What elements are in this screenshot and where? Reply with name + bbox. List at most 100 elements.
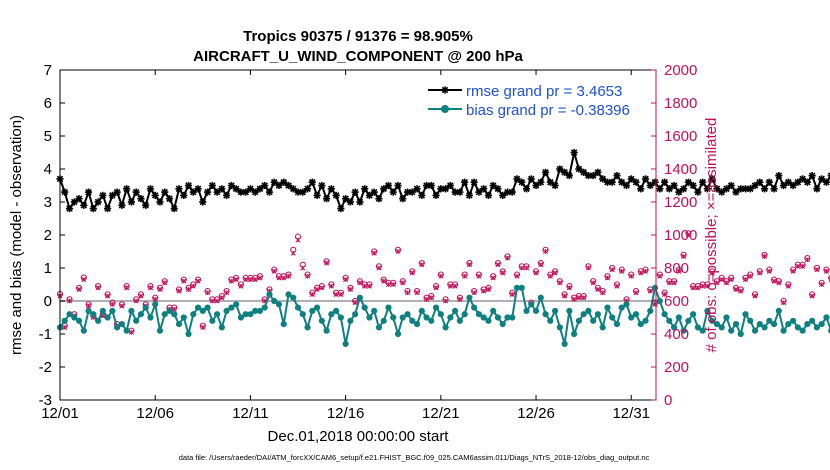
assimilated-obs-point <box>362 283 368 289</box>
rmse-point <box>456 188 464 196</box>
assimilated-obs-point <box>443 298 449 304</box>
right-y-tick-label: 1800 <box>664 95 697 112</box>
assimilated-obs-point <box>414 290 420 296</box>
assimilated-obs-point <box>314 286 320 293</box>
bias-point <box>551 307 559 314</box>
assimilated-obs-point <box>447 283 453 289</box>
rmse-point <box>113 188 121 196</box>
assimilated-obs-point <box>704 283 710 289</box>
rmse-point <box>508 188 516 196</box>
bias-point <box>261 304 268 311</box>
rmse-point <box>437 185 445 193</box>
bias-point <box>723 314 730 321</box>
x-tick-label: 12/16 <box>327 405 365 422</box>
assimilated-obs-point <box>376 265 382 271</box>
bias-point <box>347 317 354 324</box>
assimilated-obs-point <box>709 270 715 276</box>
rmse-point <box>427 181 435 190</box>
rmse-point <box>570 148 578 157</box>
bias-point <box>685 317 692 324</box>
bias-point <box>604 304 611 311</box>
bias-point <box>61 317 68 324</box>
bias-point <box>152 301 159 308</box>
bias-point <box>147 314 154 321</box>
bias-point <box>556 324 563 331</box>
bias-point <box>537 294 544 301</box>
rmse-point <box>261 181 269 190</box>
rmse-point <box>694 188 702 196</box>
assimilated-obs-point <box>319 285 325 291</box>
assimilated-obs-point <box>809 293 815 299</box>
rmse-point <box>408 188 416 196</box>
assimilated-obs-point <box>723 280 730 286</box>
bias-point <box>789 317 797 324</box>
bias-point <box>390 314 397 321</box>
assimilated-obs-point <box>81 276 87 283</box>
bias-point <box>770 321 778 328</box>
bias-point <box>766 317 773 324</box>
rmse-point <box>703 185 712 193</box>
assimilated-obs-point <box>804 257 810 263</box>
assimilated-obs-point <box>404 290 411 296</box>
rmse-point <box>342 195 350 203</box>
bias-point <box>485 317 492 324</box>
assimilated-obs-point <box>357 280 363 286</box>
rmse-point <box>522 185 531 193</box>
bias-point <box>775 307 782 314</box>
assimilated-obs-point <box>476 273 482 279</box>
bias-point <box>137 311 145 318</box>
assimilated-obs-point <box>685 232 691 238</box>
assimilated-obs-point <box>385 281 392 288</box>
bias-point <box>561 340 568 347</box>
bias-point <box>728 327 735 334</box>
rmse-point <box>80 201 88 209</box>
assimilated-obs-point <box>128 329 134 335</box>
rmse-point <box>475 188 483 196</box>
rmse-point <box>799 175 807 183</box>
rmse-point <box>708 175 716 183</box>
possible-obs-point <box>828 275 830 281</box>
rmse-point <box>527 175 535 183</box>
legend-rmse-label: rmse grand pr = 3.4653 <box>466 83 622 100</box>
rmse-point <box>656 185 664 193</box>
bias-point <box>275 301 283 308</box>
bias-point <box>647 307 654 314</box>
rmse-point <box>322 195 331 203</box>
assimilated-obs-point <box>666 280 672 286</box>
bias-point <box>180 314 187 321</box>
rmse-point <box>132 188 140 196</box>
rmse-point <box>151 191 159 199</box>
assimilated-obs-point <box>228 278 234 284</box>
bias-point <box>352 311 359 318</box>
bias-point <box>118 321 125 328</box>
bias-point <box>313 304 321 311</box>
assimilated-obs-point <box>761 253 768 260</box>
assimilated-obs-point <box>776 280 782 286</box>
rmse-point <box>223 191 231 199</box>
bias-point <box>613 321 621 328</box>
bias-point <box>128 307 135 314</box>
bias-point <box>290 294 297 301</box>
assimilated-obs-point <box>76 286 82 293</box>
bias-point <box>237 314 244 321</box>
bias-point <box>228 304 235 311</box>
bias-point <box>637 321 644 328</box>
assimilated-obs-point <box>538 262 544 268</box>
bias-point <box>732 321 740 328</box>
rmse-point <box>327 185 335 193</box>
bias-point <box>213 311 221 318</box>
assimilated-obs-point <box>438 273 444 279</box>
assimilated-obs-point <box>185 286 192 293</box>
bias-point <box>142 304 149 311</box>
bias-point <box>361 304 368 311</box>
bias-point <box>66 311 73 318</box>
chart-title-line-1: Tropics 90375 / 91376 = 98.905% <box>243 28 473 45</box>
bias-point <box>294 304 302 311</box>
rmse-point <box>180 191 188 199</box>
assimilated-obs-point <box>233 276 239 283</box>
assimilated-obs-point <box>409 270 415 276</box>
right-y-tick-label: 400 <box>664 326 689 343</box>
assimilated-obs-point <box>785 283 791 289</box>
rmse-point <box>246 185 255 193</box>
rmse-point <box>784 178 792 186</box>
